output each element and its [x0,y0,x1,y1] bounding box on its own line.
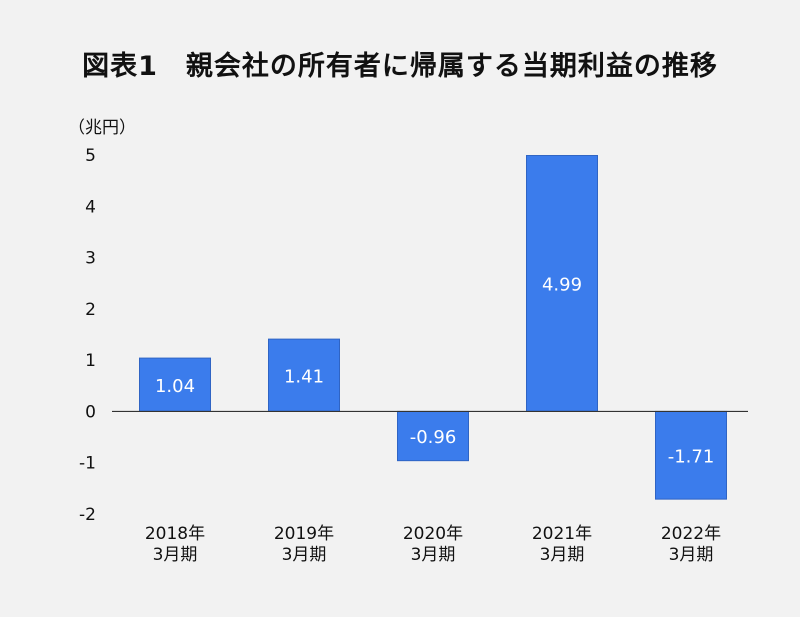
bars [139,155,727,500]
y-tick-label: 4 [85,197,96,217]
bar-value-label: -0.96 [410,427,457,448]
bar-value-label: 1.41 [284,366,324,387]
y-tick-label: 2 [85,300,96,320]
bar [655,410,727,500]
y-tick-label: 1 [85,351,96,371]
bar-value-labels: 1.04 1.41 -0.96 4.99 -1.71 [155,274,714,467]
category-label: 3月期 [153,545,198,565]
category-label: 2018年 [145,524,205,544]
bar-value-label: 4.99 [542,274,582,295]
y-tick-label: -1 [79,454,96,474]
chart-title: 図表1 親会社の所有者に帰属する当期利益の推移 [82,51,718,82]
y-tick-label: -2 [79,505,96,525]
category-label: 2021年 [532,524,592,544]
bar [397,410,469,462]
bar [268,338,340,412]
category-label: 2020年 [403,524,463,544]
category-label: 3月期 [411,545,456,565]
y-axis-unit-label: （兆円） [68,118,136,138]
y-tick-label: 5 [85,146,96,166]
category-label: 2019年 [274,524,334,544]
category-label: 3月期 [540,545,585,565]
bar-value-label: 1.04 [155,376,195,397]
bar [139,357,211,412]
category-label: 2022年 [661,524,721,544]
y-tick-label: 0 [85,402,96,422]
y-tick-label: 3 [85,249,96,269]
y-axis-ticks: 5 4 3 2 1 0 -1 -2 [79,146,96,525]
category-label: 3月期 [669,545,714,565]
bar-value-label: -1.71 [668,446,715,467]
category-label: 3月期 [282,545,327,565]
